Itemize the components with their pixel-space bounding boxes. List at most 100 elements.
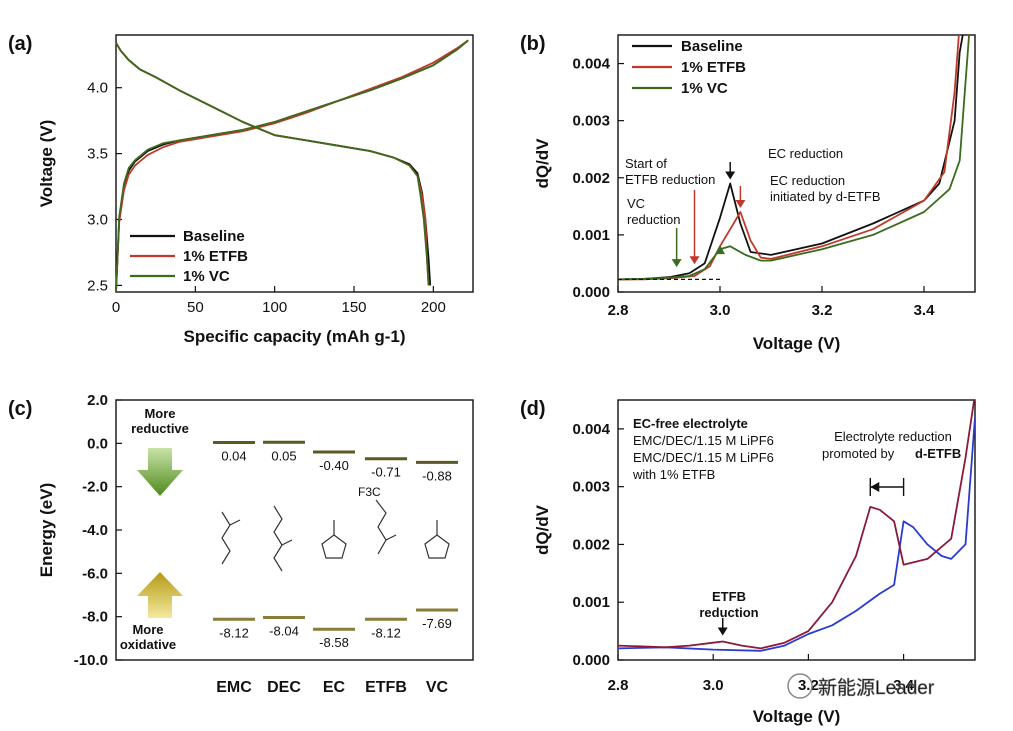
reductive-label: More: [144, 406, 175, 421]
molecule-emc: [221, 511, 231, 565]
x-tick-label: 2.8: [608, 302, 629, 319]
series-group: [618, 400, 975, 652]
category-label: VC: [426, 679, 449, 696]
x-tick-label: 50: [187, 299, 204, 316]
x-tick-label: 3.0: [710, 302, 731, 319]
series-line: [115, 42, 430, 286]
legend-label: Baseline: [183, 228, 245, 245]
y-tick-label: 0.003: [572, 113, 610, 130]
panel-label-a: (a): [8, 33, 32, 55]
homo-value-label: -8.12: [371, 625, 401, 640]
homo-value-label: -8.04: [269, 624, 299, 639]
watermark-text: 新能源Leader: [818, 677, 935, 699]
legend-label: Baseline: [681, 38, 743, 55]
category-label: EMC: [216, 679, 252, 696]
annotation-arrow-head: [725, 171, 736, 180]
panel-a-chart: 0 50 100 150 200 2.5 3.0 3.5 4.0 Specific capacit…: [37, 34, 474, 346]
y-tick-label: 0.002: [572, 170, 610, 187]
y-tick-label: -6.0: [82, 565, 108, 582]
series-line: [115, 39, 469, 293]
category-label: DEC: [267, 679, 301, 696]
molecule-vc-ring: [424, 534, 450, 559]
oxidative-label: oxidative: [120, 637, 176, 652]
x-tick-label: 3.0: [703, 677, 724, 694]
y-tick-label: 0.004: [572, 56, 610, 73]
peak-shift-arrowhead: [870, 482, 880, 492]
oxidative-arrow-icon: [137, 572, 183, 618]
molecule-ec-ring: [321, 534, 347, 559]
homo-value-label: -8.58: [319, 635, 349, 650]
annotation-arrow-head: [671, 259, 682, 268]
x-axis-label: Voltage (V): [753, 334, 841, 353]
panel-label-c: (c): [8, 398, 32, 420]
molecule-emc-carbonyl: [229, 519, 241, 526]
y-tick-label: 0.0: [87, 435, 108, 452]
y-tick-label: 0.002: [572, 536, 610, 553]
panel-b-chart: 2.8 3.0 3.2 3.4 0.000 0.001 0.002 0.003 0.004 Vol…: [533, 34, 976, 353]
homo-value-label: -8.12: [219, 625, 249, 640]
molecule-dec: [273, 505, 283, 572]
y-tick-label: 3.5: [87, 146, 108, 163]
x-axis-label: Voltage (V): [753, 707, 841, 726]
annotation-text: Electrolyte reduction: [834, 429, 952, 444]
panel-a-frame: [115, 34, 474, 293]
y-tick-label: 2.0: [87, 392, 108, 409]
molecule-etfb-carbonyl: [385, 534, 397, 541]
series-line: [618, 400, 975, 650]
x-axis-label: Specific capacity (mAh g-1): [183, 327, 405, 346]
panel-d-chart: 2.8 3.0 3.2 3.4 0.000 0.001 0.002 0.003 0.004 Vol…: [533, 399, 976, 726]
panel-c-chart: 2.0 0.0 -2.0 -4.0 -6.0 -8.0 -10.0 Energy (eV) EM…: [37, 392, 474, 696]
category-label: EC: [323, 679, 346, 696]
legend-label: 1% VC: [183, 268, 230, 285]
y-tick-label: 0.000: [572, 652, 610, 669]
annotation-text: reduction: [699, 605, 758, 620]
y-tick-label: 4.0: [87, 80, 108, 97]
legend-label: 1% VC: [681, 80, 728, 97]
annotation-text: ETFB reduction: [625, 172, 715, 187]
annotation-arrow-head: [717, 627, 728, 636]
y-tick-label: 0.001: [572, 227, 610, 244]
legend-label: EMC/DEC/1.15 M LiPF6: [633, 450, 774, 465]
annotation-text: EC reduction: [770, 173, 845, 188]
y-tick-label: -2.0: [82, 479, 108, 496]
legend-label: 1% ETFB: [681, 59, 746, 76]
reductive-arrow-icon: [137, 448, 183, 496]
homo-value-label: -7.69: [422, 616, 452, 631]
series-line: [115, 42, 432, 286]
y-tick-label: -8.0: [82, 609, 108, 626]
x-tick-label: 100: [262, 299, 287, 316]
annotation-text: Start of: [625, 156, 667, 171]
legend-label: 1% ETFB: [183, 248, 248, 265]
panel-label-b: (b): [520, 33, 546, 55]
panel-d-frame: [617, 399, 976, 661]
x-tick-label: 3.4: [893, 677, 915, 694]
lumo-value-label: -0.88: [422, 468, 452, 483]
x-tick-label: 150: [341, 299, 366, 316]
y-tick-label: 0.001: [572, 594, 610, 611]
x-tick-label: 3.2: [812, 302, 833, 319]
series-line: [115, 39, 469, 293]
vc-marker: [715, 245, 725, 255]
annotation-arrow-head: [689, 256, 700, 265]
oxidative-label: More: [132, 622, 163, 637]
series-line: [618, 417, 975, 652]
annotation-text: ETFB: [712, 589, 746, 604]
legend-title: EC-free electrolyte: [633, 416, 748, 431]
lumo-value-label: -0.71: [371, 465, 401, 480]
y-tick-label: 3.0: [87, 212, 108, 229]
series-line: [618, 35, 964, 281]
series-group: [618, 35, 970, 281]
annotation-d-etfb: d-ETFB: [915, 446, 961, 461]
legend-label: with 1% ETFB: [632, 467, 715, 482]
panel-c-frame: [115, 399, 474, 661]
x-tick-label: 2.8: [608, 677, 629, 694]
y-tick-label: 0.004: [572, 421, 610, 438]
panel-label-d: (d): [520, 398, 546, 420]
etfb-f3c-label: F3C: [358, 485, 381, 499]
series-line: [115, 42, 430, 286]
molecule-dec-carbonyl: [281, 539, 293, 546]
x-tick-label: 3.4: [914, 302, 936, 319]
y-tick-label: 0.000: [572, 284, 610, 301]
panel-b-frame: [617, 34, 976, 293]
